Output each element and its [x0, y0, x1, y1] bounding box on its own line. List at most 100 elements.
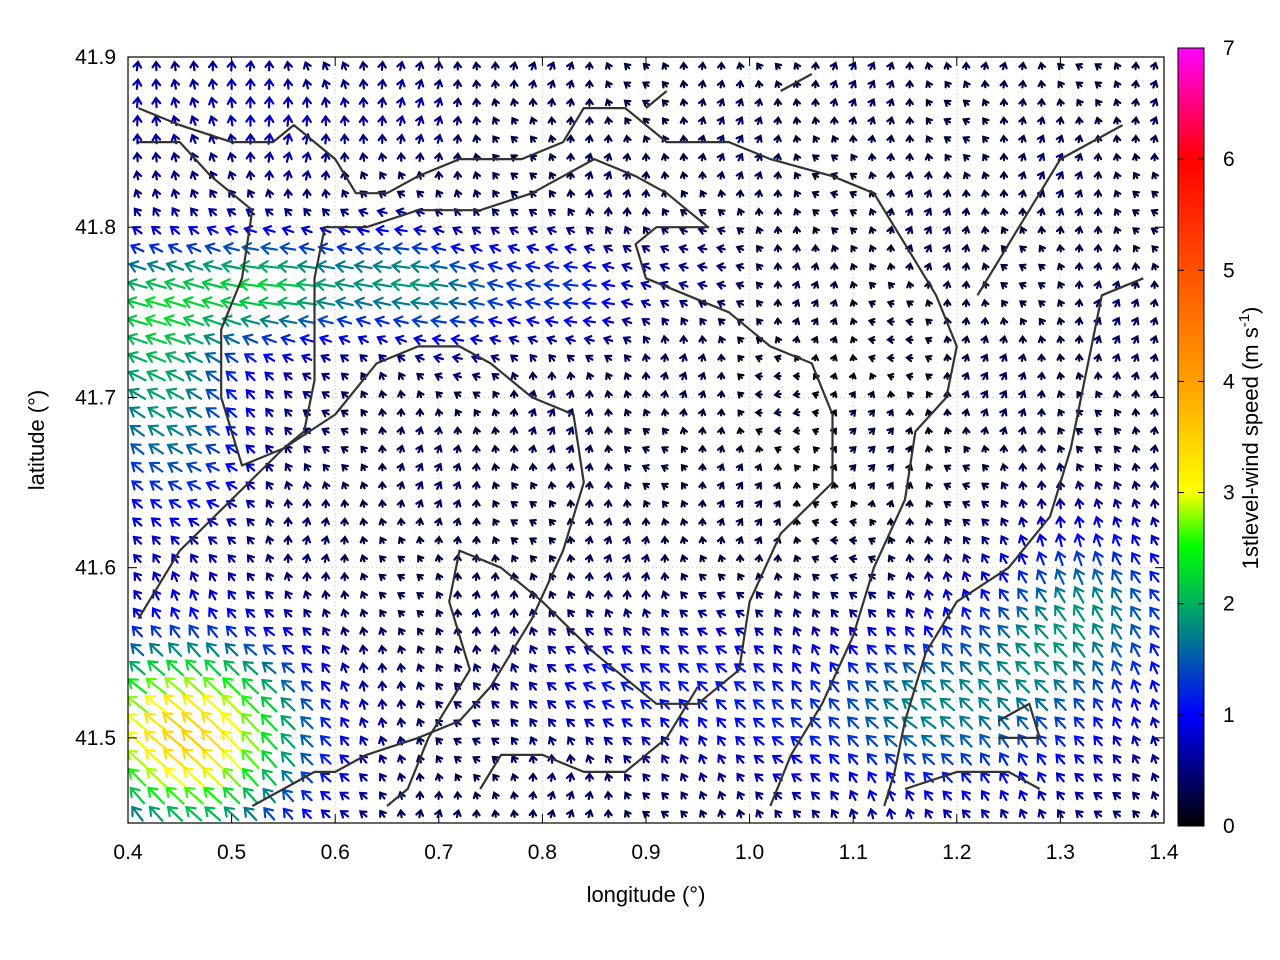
wind-vector: [812, 590, 820, 600]
wind-vector: [906, 280, 915, 289]
wind-vector: [284, 207, 293, 217]
wind-vector: [1056, 317, 1065, 326]
wind-vector: [698, 170, 707, 180]
wind-vector: [434, 480, 443, 490]
wind-vector: [528, 407, 537, 417]
wind-vector: [490, 719, 500, 728]
wind-vector: [998, 588, 1009, 602]
wind-vector: [1113, 408, 1122, 417]
wind-vector: [883, 662, 898, 674]
wind-vector: [321, 427, 330, 436]
wind-vector: [963, 535, 971, 545]
wind-vector: [660, 334, 670, 344]
wind-vector: [868, 354, 876, 363]
wind-vector: [1018, 808, 1028, 819]
wind-vector: [830, 608, 839, 618]
wind-vector: [999, 334, 1008, 344]
wind-vector: [277, 260, 299, 273]
wind-vector: [452, 372, 463, 381]
wind-vector: [792, 445, 801, 454]
wind-vector: [471, 737, 481, 746]
wind-vector: [959, 733, 973, 748]
wind-vector: [1150, 772, 1160, 782]
wind-vector: [1075, 371, 1084, 380]
wind-vector: [773, 644, 783, 655]
wind-vector: [1149, 570, 1160, 583]
wind-vector: [869, 518, 877, 527]
wind-vector: [1092, 568, 1104, 585]
wind-vector: [510, 519, 519, 527]
wind-vector: [528, 444, 537, 454]
wind-vector: [433, 96, 444, 108]
wind-vector: [792, 408, 801, 417]
wind-vector: [920, 734, 936, 747]
wind-vector: [1072, 641, 1086, 658]
wind-vector: [471, 226, 482, 235]
wind-vector: [980, 606, 991, 620]
wind-vectors: [128, 59, 1160, 822]
wind-vector: [603, 553, 613, 563]
wind-vector: [163, 332, 186, 345]
wind-vector: [828, 716, 841, 729]
x-tick-label: 0.5: [217, 841, 246, 864]
wind-vector: [415, 498, 424, 508]
wind-vector: [603, 188, 613, 199]
wind-vector: [151, 151, 162, 163]
wind-vector: [434, 535, 443, 545]
wind-vector: [321, 409, 330, 418]
wind-vector: [1037, 61, 1046, 70]
wind-vector: [661, 99, 670, 107]
wind-vector: [1131, 97, 1140, 107]
wind-vector: [491, 791, 500, 800]
wind-vector: [1093, 334, 1102, 344]
wind-vector: [302, 626, 312, 636]
wind-vector: [566, 571, 576, 581]
wind-vector: [359, 481, 368, 490]
wind-vector: [428, 278, 449, 292]
wind-vector: [1000, 263, 1008, 272]
wind-vector: [530, 481, 538, 490]
wind-vector: [1055, 532, 1066, 548]
wind-vector: [468, 315, 484, 328]
wind-vector: [321, 207, 331, 217]
wind-vector: [377, 60, 387, 71]
wind-vector: [166, 461, 183, 473]
wind-vector: [886, 445, 895, 454]
wind-vector: [698, 426, 707, 435]
wind-vector: [528, 519, 537, 527]
wind-vector: [131, 498, 143, 509]
wind-vector: [509, 407, 519, 417]
wind-vector: [152, 206, 161, 217]
wind-vector: [677, 680, 690, 692]
wind-vector: [848, 427, 857, 436]
wind-vector: [698, 334, 707, 344]
wind-vector: [340, 517, 349, 527]
wind-vector: [377, 716, 388, 728]
wind-vector: [208, 151, 218, 163]
wind-vector: [510, 537, 519, 545]
wind-vector: [547, 407, 556, 417]
wind-vector: [546, 700, 557, 709]
wind-vector: [222, 786, 241, 805]
wind-vector: [240, 314, 261, 328]
wind-vector: [996, 660, 1011, 676]
wind-vector: [453, 608, 462, 618]
colorbar-label-main: 1stlevel-wind speed (m s: [1238, 327, 1263, 569]
wind-vector: [943, 501, 952, 509]
wind-vector: [924, 790, 934, 801]
wind-vector: [1112, 516, 1122, 528]
wind-vector: [1055, 772, 1066, 783]
wind-vector: [848, 536, 858, 545]
wind-vector: [867, 481, 875, 490]
wind-vector: [241, 677, 259, 695]
wind-vector: [1149, 115, 1159, 125]
wind-vector: [152, 571, 162, 582]
wind-vector: [526, 243, 540, 254]
wind-vector: [830, 790, 840, 801]
wind-vector: [623, 754, 632, 764]
wind-vector: [1056, 390, 1065, 399]
wind-vector: [245, 608, 256, 618]
wind-vector: [1131, 262, 1141, 271]
wind-vector: [792, 608, 802, 618]
wind-vector: [641, 371, 651, 381]
